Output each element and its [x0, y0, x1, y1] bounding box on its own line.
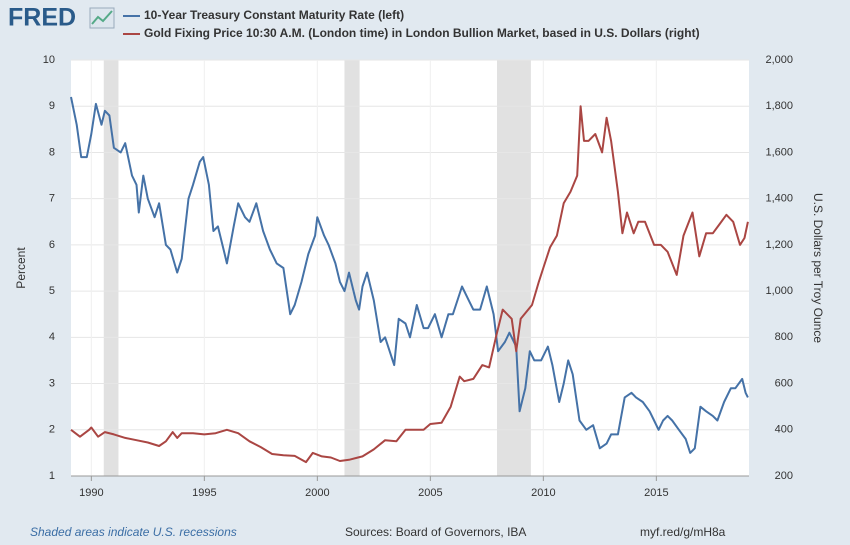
y2-tick-label: 800	[775, 331, 793, 343]
legend-label: 10-Year Treasury Constant Maturity Rate …	[144, 8, 404, 22]
legend-label: Gold Fixing Price 10:30 A.M. (London tim…	[144, 26, 700, 40]
logo: FRED	[8, 4, 76, 32]
y2-tick-label: 1,400	[765, 193, 793, 205]
y2-tick-label: 1,800	[765, 100, 793, 112]
plot-area	[71, 60, 749, 476]
x-tick-label: 2005	[418, 487, 442, 499]
x-tick-label: 2000	[305, 487, 329, 499]
y-tick-label: 2	[49, 424, 55, 436]
y2-tick-label: 600	[775, 377, 793, 389]
recession-note: Shaded areas indicate U.S. recessions	[30, 525, 237, 539]
y-tick-label: 4	[49, 331, 55, 343]
y2-tick-label: 1,200	[765, 239, 793, 251]
y-tick-label: 1	[49, 470, 55, 482]
y-tick-label: 8	[49, 146, 55, 158]
y2-axis-label: U.S. Dollars per Troy Ounce	[811, 193, 825, 343]
y2-tick-label: 1,600	[765, 146, 793, 158]
x-tick-label: 2010	[531, 487, 555, 499]
recession-band	[344, 60, 360, 476]
y2-tick-label: 2,000	[765, 54, 793, 66]
recession-band	[103, 60, 119, 476]
x-tick-label: 2015	[644, 487, 668, 499]
y-axis-label: Percent	[14, 247, 28, 289]
y-tick-label: 3	[49, 377, 55, 389]
x-tick-label: 1990	[79, 487, 103, 499]
series-line	[70, 96, 749, 454]
y-tick-label: 5	[49, 285, 55, 297]
y-tick-label: 10	[43, 54, 55, 66]
legend: 10-Year Treasury Constant Maturity Rate …	[123, 8, 700, 40]
sources: Sources: Board of Governors, IBA	[345, 525, 526, 539]
series-line	[70, 105, 749, 464]
y-tick-label: 7	[49, 193, 55, 205]
short-link[interactable]: myf.red/g/mH8a	[640, 525, 726, 539]
x-tick-label: 1995	[192, 487, 216, 499]
y-tick-label: 6	[49, 239, 55, 251]
y2-tick-label: 1,000	[765, 285, 793, 297]
y-tick-label: 9	[49, 100, 55, 112]
y2-tick-label: 200	[775, 470, 793, 482]
logo-icon	[89, 7, 115, 29]
recession-band	[497, 60, 531, 476]
y2-tick-label: 400	[775, 424, 793, 436]
